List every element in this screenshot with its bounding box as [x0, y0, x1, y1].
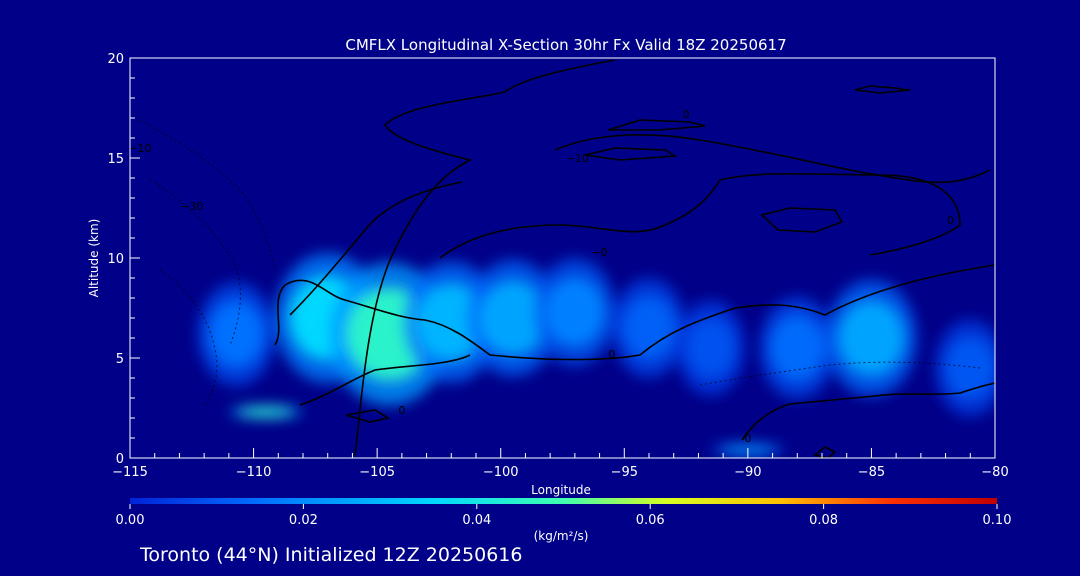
- y-axis-label: Altitude (km): [87, 219, 101, 298]
- colorbar-strip: [130, 498, 997, 504]
- contour-labels: −10 −30 −10 −0 0 0 0 0 0: [128, 108, 954, 445]
- x-axis-ticks: −115 −110 −105 −100 −95 −90 −85 −80: [112, 448, 1009, 480]
- y-tick-label: 0: [116, 452, 124, 467]
- y-tick-label: 5: [116, 352, 124, 367]
- colorbar-tick-label: 0.02: [289, 513, 318, 528]
- contour-label: 0: [744, 432, 751, 445]
- flux-core: [945, 337, 995, 399]
- flux-core: [480, 280, 546, 356]
- x-tick-label: −80: [981, 465, 1008, 480]
- contour-label: −10: [128, 142, 151, 155]
- contour-line: [439, 172, 961, 259]
- x-tick-label: −95: [611, 465, 638, 480]
- colorbar-units-label: (kg/m²/s): [534, 529, 589, 543]
- dashed-contour-line: [159, 269, 218, 406]
- colorbar-tick-label: 0.08: [809, 513, 838, 528]
- y-tick-label: 15: [107, 152, 124, 167]
- contour-label: 0: [398, 404, 405, 417]
- contour-line: [760, 207, 844, 233]
- contour-line: [345, 409, 391, 423]
- flux-field-blurred: [197, 253, 995, 457]
- contour-line: [607, 119, 706, 131]
- contour-line: [854, 85, 911, 94]
- flux-core: [239, 407, 292, 417]
- colorbar-tick-label: 0.10: [983, 513, 1012, 528]
- x-tick-label: −85: [858, 465, 885, 480]
- footer-initialization-text: Toronto (44°N) Initialized 12Z 20250616: [139, 544, 523, 566]
- x-axis-label: Longitude: [531, 483, 591, 497]
- x-tick-label: −110: [236, 465, 272, 480]
- contour-label: 0: [947, 214, 954, 227]
- x-tick-label: −105: [359, 465, 395, 480]
- x-tick-label: −100: [483, 465, 519, 480]
- flux-core: [417, 283, 486, 361]
- flux-field: [197, 253, 995, 457]
- contour-label: 0: [608, 348, 615, 361]
- plot-area: −10 −30 −10 −0 0 0 0 0 0: [128, 59, 995, 458]
- x-tick-label: −90: [734, 465, 761, 480]
- contour-label: −10: [566, 152, 589, 165]
- contour-line: [813, 446, 837, 458]
- flux-core: [623, 296, 675, 360]
- colorbar-tick-label: 0.04: [462, 513, 491, 528]
- contour-label: −30: [180, 200, 203, 213]
- contour-label: 0: [683, 108, 690, 121]
- contour-line: [289, 181, 463, 316]
- temperature-contours: [274, 59, 995, 458]
- contour-line: [584, 147, 678, 161]
- dashed-contour-line: [149, 179, 241, 346]
- colorbar-ticks: 0.00 0.02 0.04 0.06 0.08 0.10: [116, 504, 1012, 528]
- dashed-contour-line: [139, 119, 276, 271]
- x-tick-label: −115: [112, 465, 148, 480]
- contour-line: [354, 59, 616, 456]
- contour-label: −0: [591, 246, 607, 259]
- contour-line: [554, 134, 991, 184]
- flux-core: [545, 277, 604, 347]
- y-tick-label: 20: [107, 52, 124, 67]
- y-tick-label: 10: [107, 252, 124, 267]
- colorbar-tick-label: 0.06: [636, 513, 665, 528]
- contour-line: [274, 264, 995, 361]
- contour-line: [741, 382, 995, 441]
- contour-line: [299, 354, 471, 406]
- plot-frame: [129, 57, 996, 459]
- chart-title: CMFLX Longitudinal X-Section 30hr Fx Val…: [345, 36, 786, 54]
- flux-core: [770, 315, 825, 381]
- colorbar: 0.00 0.02 0.04 0.06 0.08 0.10 (kg/m²/s): [116, 498, 1012, 543]
- dashed-contour-line: [699, 361, 981, 386]
- flux-core: [686, 317, 736, 379]
- flux-core: [838, 300, 904, 376]
- dashed-contours: [139, 119, 981, 406]
- y-axis-ticks: 0 5 10 15 20: [107, 52, 140, 467]
- flux-core: [208, 301, 264, 367]
- colorbar-tick-label: 0.00: [116, 513, 145, 528]
